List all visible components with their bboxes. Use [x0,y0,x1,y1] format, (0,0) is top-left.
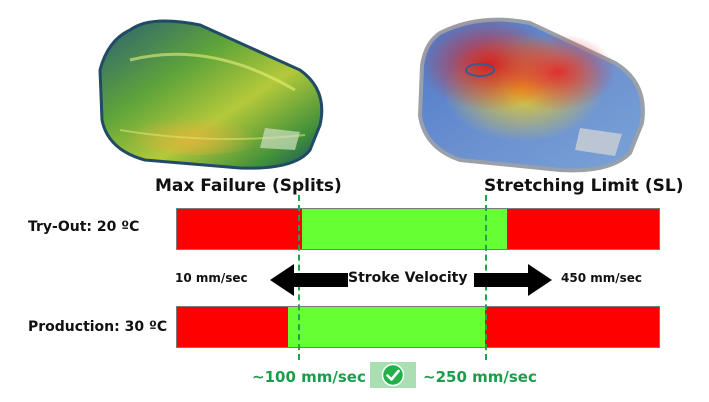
stroke-velocity-label: Stroke Velocity [348,270,468,286]
production-safe-zone [287,307,486,347]
left-arrow-icon [270,264,348,296]
part-stretching-simulation-image [417,17,650,173]
right-arrow-icon [474,264,552,296]
tryout-safe-zone [302,209,508,249]
max-failure-heading: Max Failure (Splits) [155,176,342,196]
check-badge [370,362,416,388]
tryout-stretching-zone [507,209,659,249]
production-forming-window-bar [176,306,660,348]
stretching-limit-heading: Stretching Limit (SL) [484,176,684,196]
production-failure-zone [177,307,288,347]
tryout-failure-zone [177,209,303,249]
part-failure-simulation-image [98,19,324,170]
low-velocity-value: ~100 mm/sec [252,368,366,386]
high-velocity-value: ~250 mm/sec [423,368,537,386]
tryout-forming-window-bar [176,208,660,250]
production-row-label: Production: 30 ºC [28,319,168,335]
production-stretching-zone [485,307,659,347]
min-velocity-label: 10 mm/sec [175,271,248,285]
tryout-row-label: Try-Out: 20 ºC [28,219,140,235]
max-velocity-label: 450 mm/sec [561,271,643,285]
check-icon [381,363,405,387]
